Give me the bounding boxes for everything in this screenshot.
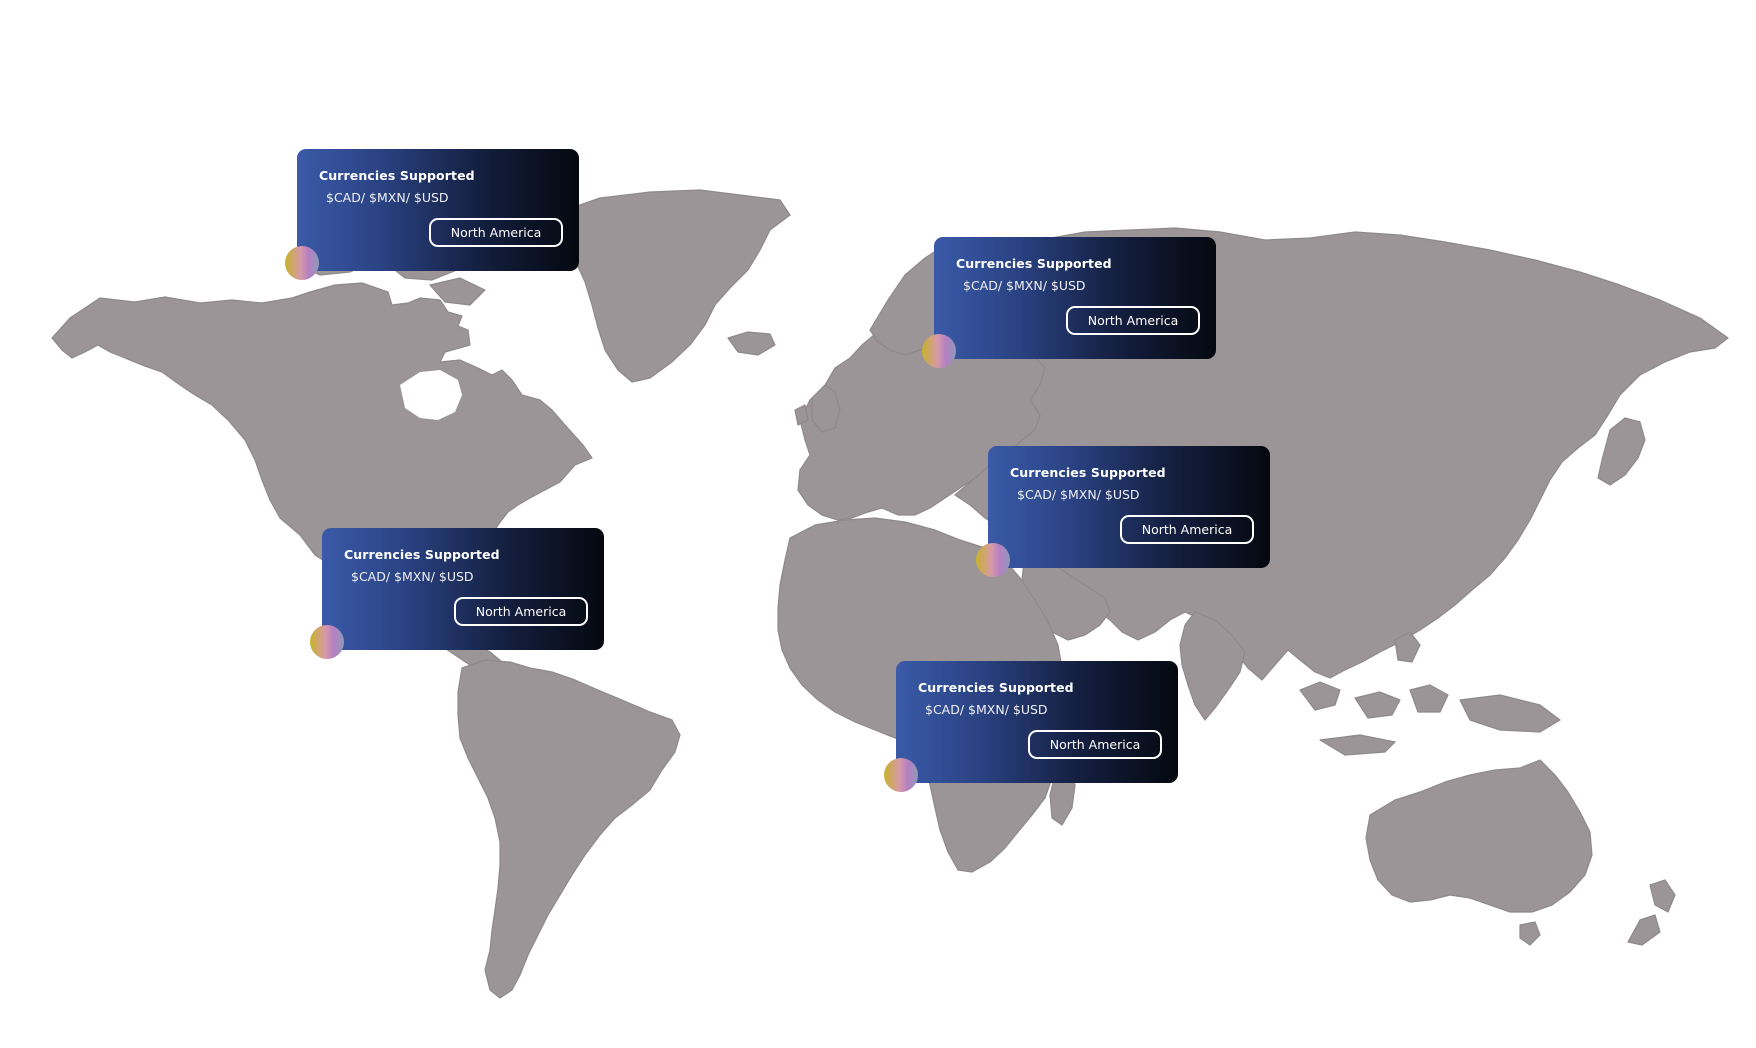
india [1179, 611, 1246, 721]
currency-card: Currencies Supported $CAD/ $MXN/ $USD No… [934, 237, 1216, 359]
iceland [727, 331, 776, 356]
currency-card: Currencies Supported $CAD/ $MXN/ $USD No… [896, 661, 1178, 783]
tasmania [1519, 921, 1541, 946]
region-button[interactable]: North America [1066, 306, 1200, 335]
card-title: Currencies Supported [956, 256, 1112, 271]
location-dot-icon[interactable] [285, 246, 319, 280]
hudson-bay [400, 370, 462, 420]
location-dot-icon[interactable] [976, 543, 1010, 577]
card-currencies: $CAD/ $MXN/ $USD [1017, 487, 1140, 502]
card-currencies: $CAD/ $MXN/ $USD [963, 278, 1086, 293]
card-currencies: $CAD/ $MXN/ $USD [351, 569, 474, 584]
greenland [559, 189, 791, 383]
australia [1365, 759, 1593, 913]
location-dot-icon[interactable] [884, 758, 918, 792]
card-title: Currencies Supported [918, 680, 1074, 695]
card-currencies: $CAD/ $MXN/ $USD [326, 190, 449, 205]
card-title: Currencies Supported [1010, 465, 1166, 480]
new-zealand [1627, 879, 1676, 946]
currency-card: Currencies Supported $CAD/ $MXN/ $USD No… [297, 149, 579, 271]
card-title: Currencies Supported [344, 547, 500, 562]
card-currencies: $CAD/ $MXN/ $USD [925, 702, 1048, 717]
currency-card: Currencies Supported $CAD/ $MXN/ $USD No… [988, 446, 1270, 568]
region-button[interactable]: North America [1120, 515, 1254, 544]
location-dot-icon[interactable] [922, 334, 956, 368]
location-dot-icon[interactable] [310, 625, 344, 659]
region-button[interactable]: North America [1028, 730, 1162, 759]
southeast-asia-islands [1299, 631, 1561, 756]
british-isles [794, 384, 841, 433]
south-america-landmass [457, 659, 681, 999]
japan [1597, 417, 1646, 486]
card-title: Currencies Supported [319, 168, 475, 183]
region-button[interactable]: North America [454, 597, 588, 626]
region-button[interactable]: North America [429, 218, 563, 247]
currency-card: Currencies Supported $CAD/ $MXN/ $USD No… [322, 528, 604, 650]
